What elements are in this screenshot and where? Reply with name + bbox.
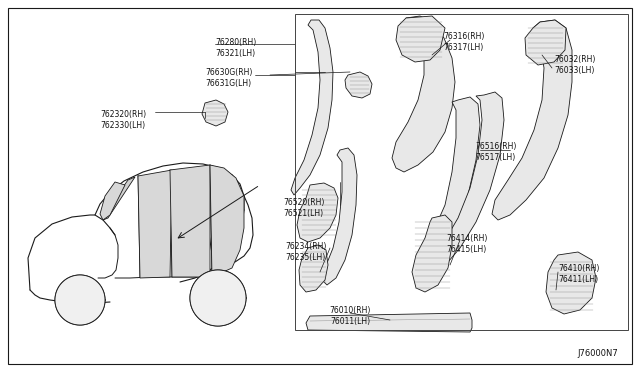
Text: 76410(RH)
76411(LH): 76410(RH) 76411(LH) xyxy=(558,264,600,284)
Polygon shape xyxy=(170,165,210,277)
Text: 762320(RH)
762330(LH): 762320(RH) 762330(LH) xyxy=(100,110,146,130)
Polygon shape xyxy=(492,20,572,220)
Polygon shape xyxy=(55,275,105,325)
Text: 76516(RH)
76517(LH): 76516(RH) 76517(LH) xyxy=(475,142,516,162)
Text: 76414(RH)
76415(LH): 76414(RH) 76415(LH) xyxy=(446,234,488,254)
Polygon shape xyxy=(299,245,328,292)
Polygon shape xyxy=(210,165,244,277)
Polygon shape xyxy=(525,20,566,65)
Text: 76630G(RH)
76631G(LH): 76630G(RH) 76631G(LH) xyxy=(205,68,252,88)
Bar xyxy=(295,14,628,330)
Polygon shape xyxy=(414,97,480,275)
Polygon shape xyxy=(396,16,445,62)
Polygon shape xyxy=(103,177,135,220)
Text: 76316(RH)
76317(LH): 76316(RH) 76317(LH) xyxy=(443,32,484,52)
Text: 76032(RH)
76033(LH): 76032(RH) 76033(LH) xyxy=(554,55,595,75)
Text: 76280(RH)
76321(LH): 76280(RH) 76321(LH) xyxy=(215,38,256,58)
Text: 76234(RH)
76235(LH): 76234(RH) 76235(LH) xyxy=(285,242,326,262)
Text: J76000N7: J76000N7 xyxy=(577,349,618,358)
Polygon shape xyxy=(546,252,596,314)
Polygon shape xyxy=(412,215,452,292)
Polygon shape xyxy=(437,92,504,264)
Polygon shape xyxy=(297,183,338,242)
Polygon shape xyxy=(202,100,228,126)
Polygon shape xyxy=(291,20,333,195)
Polygon shape xyxy=(190,270,246,326)
Text: 76520(RH)
76521(LH): 76520(RH) 76521(LH) xyxy=(283,198,324,218)
Polygon shape xyxy=(138,170,172,278)
Polygon shape xyxy=(345,72,372,98)
Polygon shape xyxy=(100,182,125,220)
Polygon shape xyxy=(306,313,472,332)
Text: 76010(RH)
76011(LH): 76010(RH) 76011(LH) xyxy=(330,306,371,326)
Polygon shape xyxy=(322,148,357,285)
Polygon shape xyxy=(392,16,455,172)
